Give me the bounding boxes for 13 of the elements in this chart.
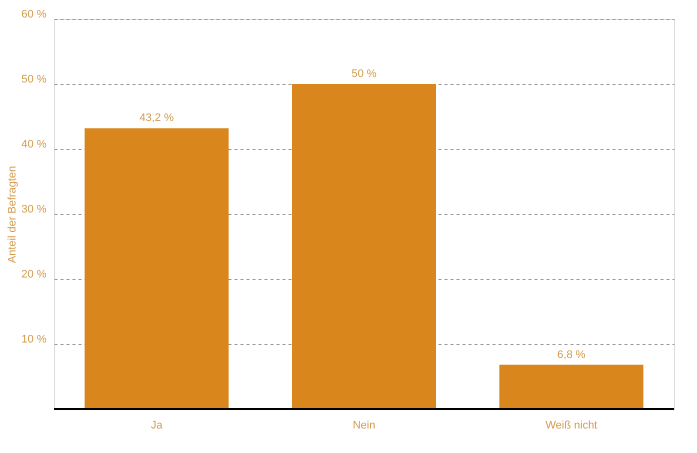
data-label: 6,8 % [557, 348, 586, 361]
y-tick-label: 40 % [21, 138, 47, 150]
y-tick-label: 20 % [21, 268, 47, 280]
y-axis-title: Anteil der Befragten [6, 166, 18, 264]
x-tick-label: Weiß nicht [545, 420, 598, 432]
y-tick-label: 50 % [21, 74, 47, 86]
x-tick-label: Ja [150, 420, 164, 432]
x-tick-label: Nein [352, 420, 376, 432]
y-tick-label: 60 % [21, 8, 47, 20]
y-tick-label: 30 % [21, 204, 47, 216]
data-label: 43,2 % [140, 112, 174, 124]
y-tick-label: 10 % [21, 334, 47, 346]
data-label: 50 % [351, 68, 377, 80]
